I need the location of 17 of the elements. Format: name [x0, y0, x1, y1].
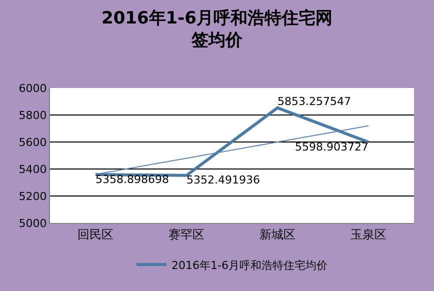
- legend-label: 2016年1-6月呼和浩特住宅均价: [172, 258, 328, 272]
- chart-title: 2016年1-6月呼和浩特住宅网签均价: [101, 8, 333, 50]
- x-tick-label: 赛罕区: [168, 227, 204, 242]
- y-tick-label: 6000: [18, 82, 47, 95]
- y-tick-label: 5600: [18, 136, 47, 149]
- data-label: 5598.903727: [295, 140, 368, 154]
- data-label: 5853.257547: [278, 95, 351, 108]
- x-tick-label: 玉泉区: [350, 227, 386, 242]
- data-label: 5358.898698: [96, 172, 169, 186]
- y-tick-label: 5200: [18, 190, 47, 203]
- y-tick-label: 5000: [18, 216, 47, 230]
- x-tick-label: 新城区: [260, 227, 296, 242]
- line-series: [95, 125, 369, 175]
- x-tick-label: 回民区: [78, 227, 114, 242]
- y-tick-label: 5400: [18, 162, 47, 176]
- y-tick-label: 5800: [18, 108, 47, 122]
- data-label: 5352.491936: [186, 174, 260, 187]
